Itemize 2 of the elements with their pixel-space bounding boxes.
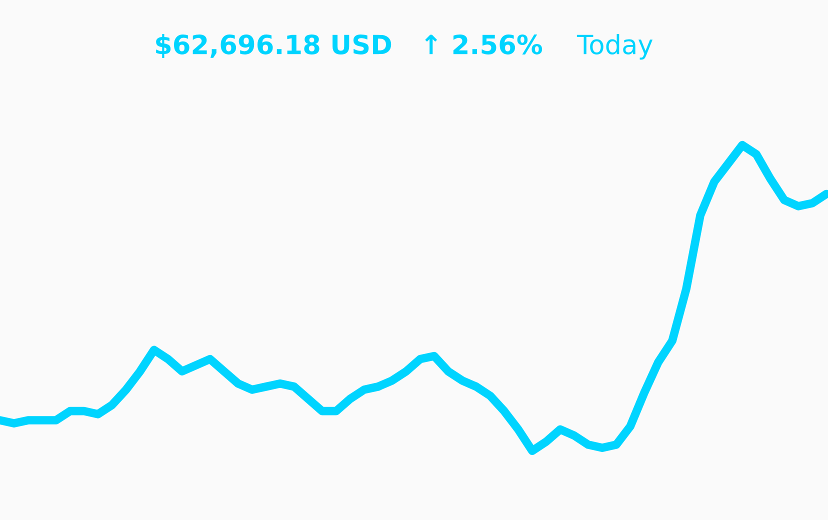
chart-title: $62,696.18 USD ↑ 2.56% <box>156 34 542 58</box>
chart-subtitle: Today <box>576 34 653 60</box>
